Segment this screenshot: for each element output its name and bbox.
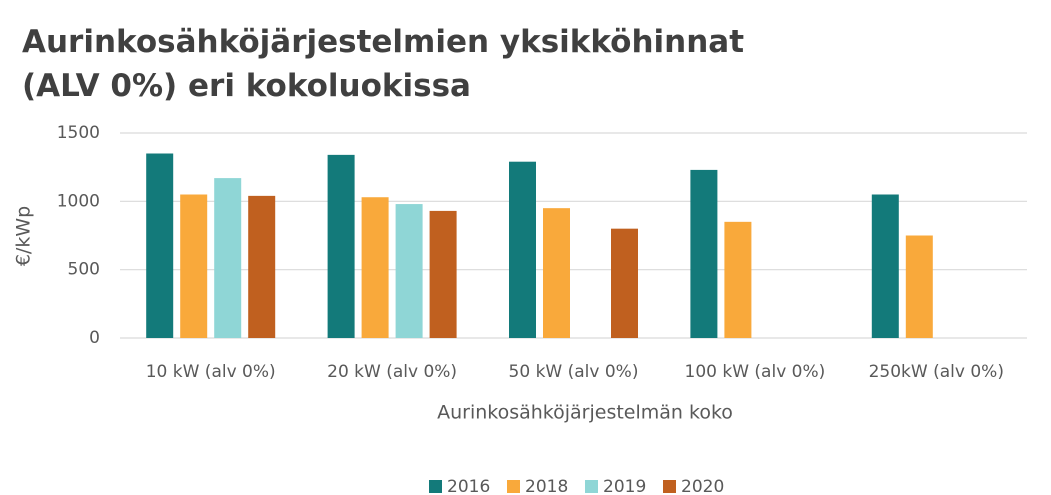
legend-swatch — [429, 480, 442, 493]
y-axis-label: €/kWp — [13, 206, 35, 266]
y-tick-label: 500 — [68, 260, 100, 280]
bar — [361, 197, 389, 338]
legend-label: 2018 — [525, 477, 568, 495]
x-tick-label: 100 kW (alv 0%) — [685, 362, 826, 382]
x-tick-label: 50 kW (alv 0%) — [509, 362, 639, 382]
legend-label: 2016 — [447, 477, 490, 495]
legend-swatch — [585, 480, 598, 493]
bar — [724, 221, 752, 338]
bar — [871, 194, 899, 338]
bar — [543, 208, 570, 338]
bar — [509, 161, 536, 338]
y-tick-label: 1500 — [57, 123, 100, 143]
x-tick-label: 250kW (alv 0%) — [869, 362, 1004, 382]
legend-swatch — [507, 480, 520, 493]
legend-swatch — [663, 480, 676, 493]
x-tick-label: 20 kW (alv 0%) — [327, 362, 457, 382]
bar — [146, 153, 174, 338]
bar — [611, 228, 638, 338]
bar — [690, 169, 718, 338]
y-tick-label: 1000 — [57, 191, 100, 211]
bar — [327, 154, 355, 338]
legend-label: 2019 — [603, 477, 646, 495]
bar — [905, 235, 933, 338]
chart-title: Aurinkosähköjärjestelmien yksikköhinnat — [22, 24, 744, 60]
legend-label: 2020 — [681, 477, 724, 495]
chart-title: (ALV 0%) eri kokoluokissa — [22, 68, 471, 104]
bar — [429, 210, 457, 338]
bar — [395, 204, 423, 338]
x-tick-label: 10 kW (alv 0%) — [146, 362, 276, 382]
bar — [180, 194, 208, 338]
x-axis-label: Aurinkosähköjärjestelmän koko — [437, 402, 733, 424]
y-tick-label: 0 — [89, 328, 100, 348]
bar — [248, 195, 276, 338]
bar — [214, 178, 242, 338]
